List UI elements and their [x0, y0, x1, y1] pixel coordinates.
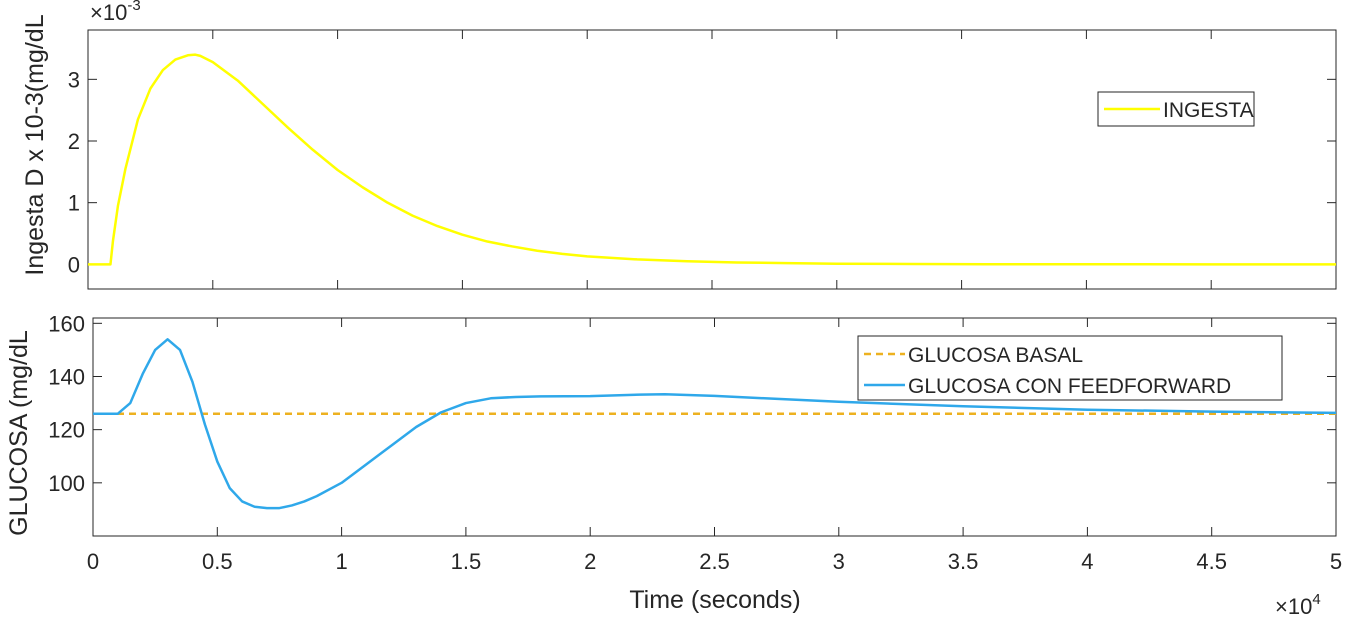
x-tick-label: 2.5	[699, 549, 730, 574]
y-tick-label: 3	[68, 67, 80, 92]
x-tick-label: 4.5	[1196, 549, 1227, 574]
ingesta-legend: INGESTA	[1097, 91, 1255, 127]
x-tick-label: 5	[1330, 549, 1342, 574]
x-tick-label: 3	[833, 549, 845, 574]
glucosa-legend-box	[857, 335, 1283, 401]
glucosa-x-ticks: 0 0.5 1 1.5 2 2.5 3 3.5 4 4.5 5	[87, 318, 1342, 574]
x-exponent-label: ×104	[1275, 591, 1321, 619]
glucosa-feedforward-line	[93, 338, 1337, 510]
y-tick-label: 100	[48, 471, 85, 496]
ingesta-x-ticks	[87, 30, 1337, 289]
y-tick-label: 1	[68, 191, 80, 216]
y-tick-label: 0	[68, 252, 80, 277]
glucosa-feedforward-legend-entry: GLUCOSA CON FEEDFORWARD	[908, 375, 1231, 398]
glucosa-basal-legend-entry: GLUCOSA BASAL	[908, 344, 1083, 367]
glucosa-legend: GLUCOSA BASAL GLUCOSA CON FEEDFORWARD	[857, 335, 1283, 401]
ingesta-axes: 0 1 2 3 Ingesta D x 10-3(mg/dL ×10-3 INGEST…	[21, 0, 1337, 290]
ingesta-series-line	[88, 53, 1336, 266]
ingesta-axes-box	[87, 29, 1337, 290]
glucosa-axes: 0 0.5 1 1.5 2 2.5 3 3.5 4 4.5 5 100 120 140 160 GLUCO…	[5, 311, 1342, 619]
x-tick-label: 1.5	[451, 549, 482, 574]
x-tick-label: 1	[335, 549, 347, 574]
x-tick-label: 0	[87, 549, 99, 574]
y-tick-label: 2	[68, 129, 80, 154]
ingesta-y-axis-label: Ingesta D x 10-3(mg/dL	[21, 14, 49, 275]
ingesta-legend-entry: INGESTA	[1163, 99, 1254, 122]
x-tick-label: 0.5	[202, 549, 233, 574]
x-axis-label: Time (seconds)	[629, 586, 800, 614]
glucosa-y-axis-label: GLUCOSA (mg/dL	[5, 330, 33, 536]
y-tick-label: 160	[48, 311, 85, 336]
ingesta-exponent-label: ×10-3	[90, 0, 141, 25]
y-tick-label: 120	[48, 418, 85, 443]
x-tick-label: 4	[1081, 549, 1093, 574]
glucosa-y-ticks: 100 120 140 160	[48, 311, 1336, 496]
x-tick-label: 3.5	[948, 549, 979, 574]
y-tick-label: 140	[48, 364, 85, 389]
x-tick-label: 2	[584, 549, 596, 574]
